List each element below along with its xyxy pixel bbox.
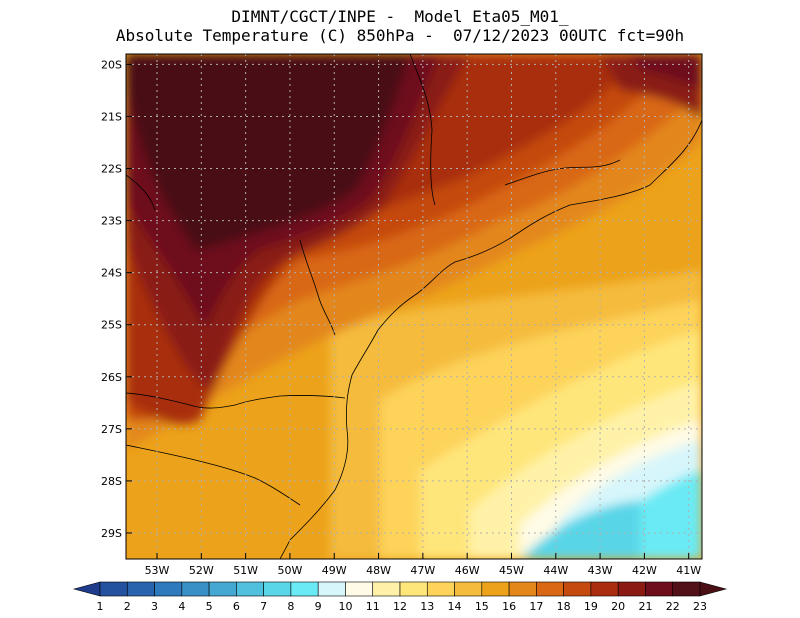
colorbar-swatch (317, 581, 346, 597)
lat-tick-label: 27S (101, 423, 122, 436)
colorbar-label: 13 (420, 600, 434, 613)
state-border-mg-sp (409, 54, 436, 206)
colorbar-swatch (536, 581, 564, 597)
colorbar-label: 1 (97, 600, 104, 613)
lon-tick-label: 45W (499, 564, 524, 577)
chart-title-line-2: Absolute Temperature (C) 850hPa - 07/12/… (115, 26, 685, 45)
colorbar-label: 14 (448, 600, 462, 613)
colorbar-label: 9 (315, 600, 322, 613)
colorbar-swatch (590, 581, 619, 597)
lon-tick-label: 41W (676, 564, 701, 577)
lon-tick-label: 42W (632, 564, 657, 577)
lon-tick-label: 43W (588, 564, 613, 577)
lat-tick-label: 28S (101, 475, 122, 488)
colorbar-label: 18 (557, 600, 571, 613)
colorbar-label: 10 (338, 600, 352, 613)
colorbar-label: 17 (529, 600, 543, 613)
colorbar-label: 8 (287, 600, 294, 613)
colorbar-swatch (126, 581, 155, 597)
colorbar-label: 12 (393, 600, 407, 613)
lon-tick-label: 52W (189, 564, 214, 577)
colorbar-swatch (454, 581, 483, 597)
colorbar-swatch (181, 581, 210, 597)
state-border-rj-mg (504, 159, 621, 186)
colorbar-label: 5 (206, 600, 213, 613)
lon-tick-label: 46W (455, 564, 480, 577)
temperature-field (126, 54, 702, 559)
colorbar-label: 4 (178, 600, 185, 613)
colorbar: 1 2 3 4 5 6 7 8 9 10 11 12 13 14 15 16 17 18 19 20 21 22 23 (72, 581, 728, 613)
colorbar-swatch (645, 581, 674, 597)
colorbar-swatch (290, 581, 319, 597)
colorbar-label: 7 (260, 600, 267, 613)
colorbar-swatch (426, 581, 455, 597)
colorbar-swatch (563, 581, 592, 597)
lat-tick-label: 22S (101, 163, 122, 176)
chart-title-line-1: DIMNT/CGCT/INPE - Model Eta05_M01_ (231, 7, 569, 26)
colorbar-swatch (672, 581, 701, 597)
colorbar-swatch (372, 581, 401, 597)
colorbar-label: 16 (502, 600, 516, 613)
state-border-sc-pr (126, 392, 346, 409)
colorbar-label: 23 (693, 600, 707, 613)
lat-tick-label: 24S (101, 267, 122, 280)
lon-tick-label: 51W (233, 564, 258, 577)
colorbar-swatch (236, 581, 264, 597)
lat-tick-label: 25S (101, 319, 122, 332)
lon-tick-label: 44W (543, 564, 568, 577)
colorbar-low-arrow (72, 581, 101, 597)
colorbar-swatch (399, 581, 428, 597)
colorbar-swatch (263, 581, 292, 597)
latitude-axis: 20S 21S 22S 23S 24S 25S 26S 27S 28S 29S (101, 58, 132, 540)
coastline-and-borders (126, 54, 702, 559)
colorbar-label: 21 (638, 600, 652, 613)
longitude-axis: 53W 52W 51W 50W 49W 48W 47W 46W 45W 44W 43W 42W 41W (145, 553, 701, 577)
state-border-rs-sc (126, 444, 301, 506)
lat-tick-label: 26S (101, 371, 122, 384)
lon-tick-label: 53W (145, 564, 170, 577)
colorbar-swatch (508, 581, 537, 597)
lon-tick-label: 48W (366, 564, 391, 577)
colorbar-label: 19 (584, 600, 598, 613)
colorbar-label: 11 (366, 600, 380, 613)
state-border-pr-sp (299, 239, 336, 336)
colorbar-swatch (481, 581, 510, 597)
colorbar-label: 20 (611, 600, 625, 613)
colorbar-high-arrow (699, 581, 728, 597)
colorbar-swatch (208, 581, 237, 597)
state-border-ms (126, 174, 156, 211)
colorbar-swatch (99, 581, 128, 597)
lat-tick-label: 29S (101, 527, 122, 540)
lon-tick-label: 49W (322, 564, 347, 577)
colorbar-swatch (345, 581, 374, 597)
lon-tick-label: 50W (278, 564, 303, 577)
colorbar-label: 22 (666, 600, 680, 613)
colorbar-swatch (154, 581, 183, 597)
colorbar-label: 2 (124, 600, 131, 613)
colorbar-label: 6 (233, 600, 240, 613)
colorbar-swatch (617, 581, 646, 597)
map-frame (125, 53, 703, 560)
coastline (279, 119, 702, 559)
lat-tick-label: 21S (101, 110, 122, 123)
lat-tick-label: 23S (101, 215, 122, 228)
lon-tick-label: 47W (410, 564, 435, 577)
graticule (126, 54, 702, 559)
colorbar-label: 3 (151, 600, 158, 613)
lat-tick-label: 20S (101, 58, 122, 71)
colorbar-label: 15 (475, 600, 489, 613)
